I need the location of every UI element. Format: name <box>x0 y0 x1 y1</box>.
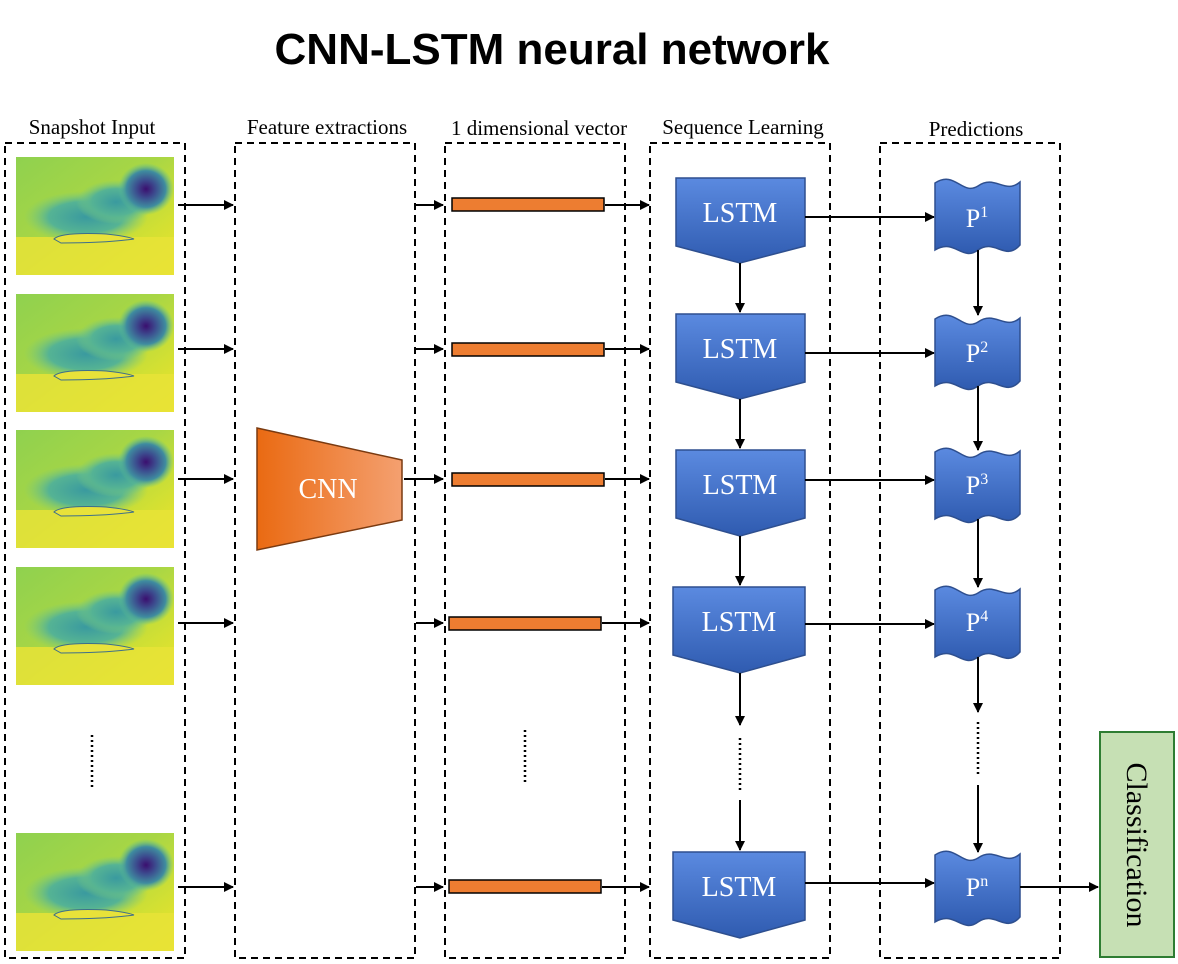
snapshot-image <box>15 156 175 276</box>
prediction-label: P3 <box>966 471 988 500</box>
classification-label: Classification <box>1120 763 1153 928</box>
prediction-block <box>934 447 1021 524</box>
lstm-label: LSTM <box>703 334 778 365</box>
lstm-label: LSTM <box>702 607 777 638</box>
feature-vector <box>451 197 605 212</box>
prediction-label: P2 <box>966 339 988 368</box>
column-label-predictions: Predictions <box>929 117 1024 141</box>
column-label-sequence: Sequence Learning <box>662 115 824 139</box>
column-label-snapshot: Snapshot Input <box>29 115 156 139</box>
classification-box <box>1099 731 1175 958</box>
lstm-block <box>675 313 806 400</box>
prediction-label: Pn <box>966 873 988 902</box>
feature-vector <box>448 879 602 894</box>
column-label-vector: 1 dimensional vector <box>451 116 627 140</box>
column-label-feature: Feature extractions <box>247 115 407 139</box>
snapshot-column-box <box>4 142 186 959</box>
sequence-column-box <box>649 142 831 959</box>
lstm-label: LSTM <box>702 872 777 903</box>
lstm-block <box>675 449 806 537</box>
prediction-block <box>934 314 1021 391</box>
snapshot-image <box>15 293 175 413</box>
prediction-label: P1 <box>966 204 988 233</box>
prediction-block <box>934 585 1021 662</box>
lstm-block <box>672 851 806 939</box>
cnn-label: CNN <box>298 474 357 505</box>
snapshot-image <box>15 429 175 549</box>
lstm-label: LSTM <box>703 470 778 501</box>
lstm-block <box>672 586 806 674</box>
feature-vector <box>451 342 605 357</box>
feature-vector <box>448 616 602 631</box>
diagram-title: CNN-LSTM neural network <box>275 25 830 74</box>
snapshot-image <box>15 566 175 686</box>
cnn-block <box>256 427 403 551</box>
feature-vector <box>451 472 605 487</box>
lstm-block <box>675 177 806 264</box>
prediction-block <box>934 850 1021 927</box>
prediction-block <box>934 178 1021 255</box>
vector-column-box <box>444 142 626 959</box>
prediction-label: P4 <box>966 608 988 637</box>
lstm-label: LSTM <box>703 198 778 229</box>
feature-column-box <box>234 142 416 959</box>
snapshot-image <box>15 832 175 952</box>
predictions-column-box <box>879 142 1061 959</box>
